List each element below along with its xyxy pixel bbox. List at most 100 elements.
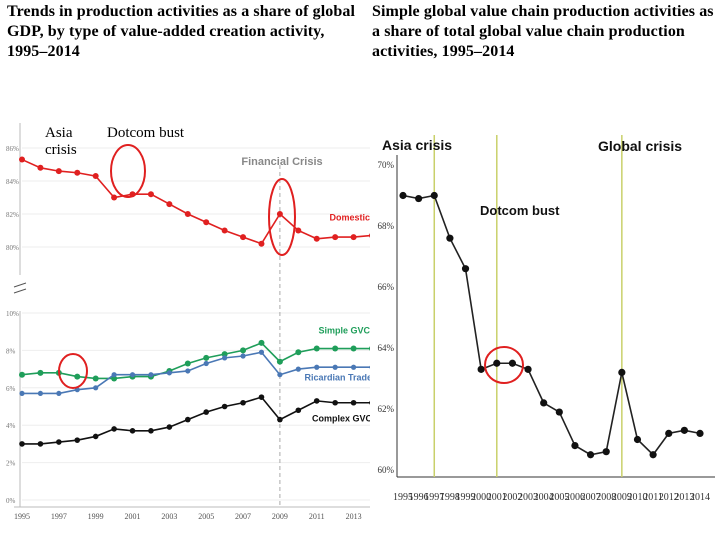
domestic-label: Domestic [329,213,370,223]
bottom-y-tick-label: 10% [6,310,19,318]
complex-gvc-series-point [129,428,136,434]
right-x-tick-label: 2003 [518,492,538,503]
x-tick-label: 2007 [235,512,251,521]
bottom-y-tick-label: 8% [6,347,16,355]
domestic-series-point [276,211,283,217]
x-tick-label: 2001 [125,512,141,521]
x-tick-label: 1995 [14,512,30,521]
ricardian-series-point [129,372,136,378]
right-series-point [602,448,610,456]
axis-break-mark [13,282,27,294]
ricardian-series-point [222,355,228,361]
x-tick-label: 2003 [161,512,177,521]
ricardian-series-point [166,370,172,376]
complex-gvc-series-point [295,407,302,414]
right-series-point [399,191,407,200]
right-chart-title: Simple global value chain production act… [372,3,714,60]
right-series-point [493,359,501,367]
x-tick-label: 2005 [198,512,214,521]
ricardian-series-point [258,349,265,355]
domestic-series-point [350,234,357,241]
simple-gvc-series-point [258,339,265,346]
right-series-point [430,191,438,200]
bottom-y-tick-label: 0% [6,497,16,505]
right-series-point [665,429,673,437]
right-y-tick-label: 60% [378,465,395,475]
complex-gvc-series-point [221,403,228,410]
simple-gvc-series-point [19,371,25,378]
domestic-series-point [55,168,62,175]
right-series-point [415,194,423,203]
ricardian-series-point [93,385,99,391]
ricardian-series-point [56,390,62,397]
simple-gvc-series-point [332,345,339,352]
domestic-series-point [295,227,302,234]
simple-gvc-series-point [276,358,283,365]
right-x-tick-label: 1997 [424,492,444,503]
x-tick-label: 2009 [272,512,288,521]
domestic-series-point [240,234,247,241]
right-y-tick-label: 64% [378,343,395,353]
simple-gvc-series-point [111,375,118,382]
x-tick-label: 2013 [346,512,362,521]
complex-gvc-label: Complex GVC [312,413,372,423]
right-x-tick-label: 1996 [409,492,429,503]
right-series-point [555,408,563,416]
x-tick-label: 1997 [51,512,67,521]
right-global-crisis-label: Global crisis [598,138,682,154]
domestic-series-point [258,240,265,247]
ricardian-series-point [332,364,338,370]
simple-gvc-series-point [203,354,210,361]
right-series-point [540,399,548,407]
simple-gvc-series-point [92,375,99,382]
domestic-series-point [92,173,99,180]
right-y-tick-label: 68% [378,221,395,231]
ricardian-series-point [19,390,25,397]
complex-gvc-series-point [92,433,99,440]
simple-gvc-series-point [74,373,81,380]
top-y-tick-label: 84% [6,178,19,186]
ricardian-series-point [314,364,320,370]
right-x-tick-label: 2002 [502,492,522,503]
right-series-point [586,451,595,459]
complex-gvc-series-point [277,416,283,423]
right-asia-crisis-label: Asia crisis [382,137,452,153]
bottom-y-tick-label: 4% [6,422,16,430]
complex-gvc-series-point [166,424,173,430]
simple-gvc-series-point [221,351,228,358]
right-x-tick-label: 2008 [596,492,616,503]
domestic-series-point [184,211,191,217]
simple-gvc-label: Simple GVC [318,326,370,336]
complex-gvc-series-point [111,426,117,432]
complex-gvc-series-point [184,416,191,423]
right-x-tick-label: 2006 [565,492,585,503]
ricardian-series-line [22,351,372,395]
simple-gvc-series-point [350,345,357,352]
ricardian-series-point [295,366,301,372]
complex-gvc-series-point [350,399,357,406]
financial-crisis-label: Financial Crisis [241,156,322,168]
right-series-point [477,365,485,373]
ricardian-series-point [277,372,283,378]
complex-gvc-series-point [148,428,154,434]
simple-gvc-series-line [21,341,372,380]
complex-gvc-series-point [203,409,210,415]
asia-crisis-annotation: Asia crisis [45,125,77,158]
right-x-tick-label: 2010 [627,492,647,503]
domestic-series-point [19,156,25,163]
right-x-tick-label: 2009 [612,492,632,503]
right-series-point [696,429,704,437]
simple-gvc-series-point [184,360,191,367]
complex-gvc-series-point [258,394,265,400]
dotcom-bust-annotation: Dotcom bust [107,125,185,141]
left-chart: 86% 84% 82% 80% 10% 8% 6% 4% 2% 0% 1995 1997 1999 200… [6,123,372,521]
ricardian-series-point [350,364,357,370]
dotcom-highlight-circle [110,144,146,198]
right-series-point [524,365,532,373]
domestic-series-point [203,219,210,226]
right-x-tick-label: 2013 [674,492,694,503]
complex-gvc-series-point [19,441,25,447]
right-x-tick-label: 2011 [643,492,663,503]
right-series-point [446,234,454,242]
right-dotcom-bust-label: Dotcom bust [480,203,560,218]
